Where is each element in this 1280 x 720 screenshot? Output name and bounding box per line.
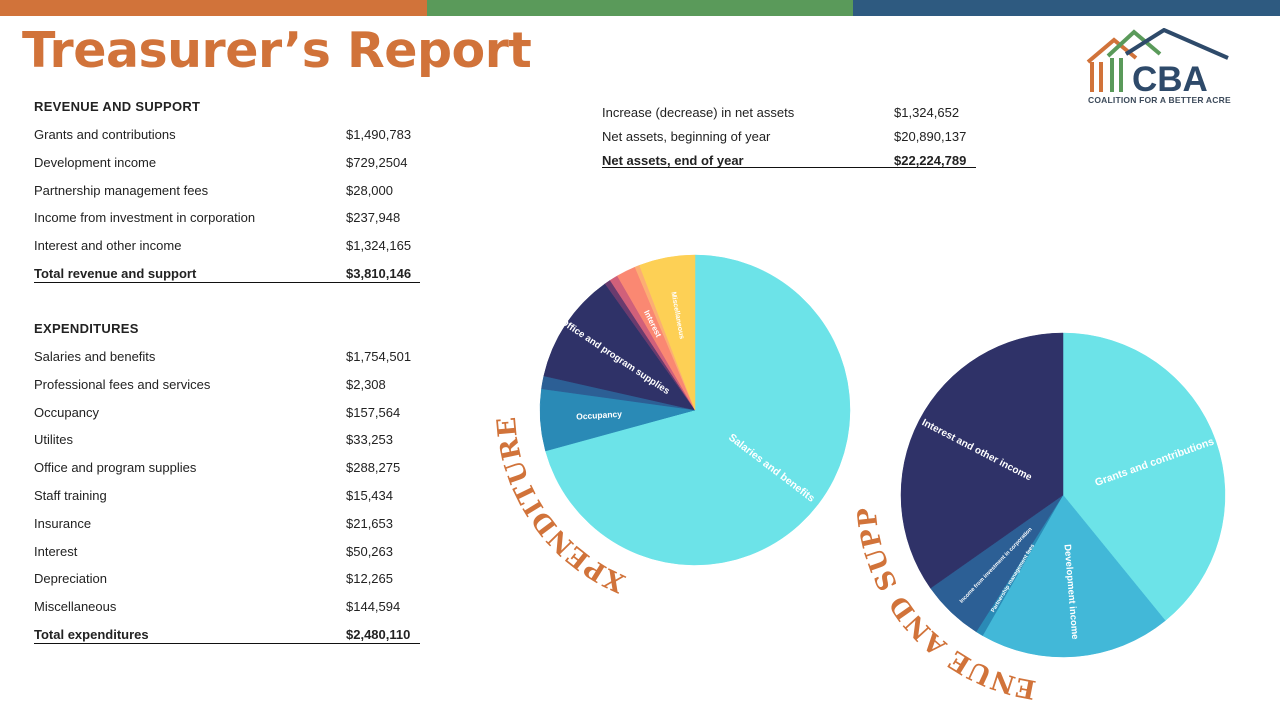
row-label: Occupancy [34,404,100,420]
total-value: $3,810,146 [346,265,412,281]
total-label: Total revenue and support [34,265,197,281]
table-row: Professional fees and services $2,308 [34,371,420,399]
row-value: $12,265 [346,571,393,587]
top-bar-navy [853,0,1280,16]
total-underline [34,642,420,644]
expenditures-total-row: Total expenditures $2,480,110 [34,621,420,649]
row-label: Salaries and benefits [34,349,156,364]
top-bar-green [426,0,854,16]
table-row: Utilites $33,253 [34,426,420,454]
logo-subtitle: COALITION FOR A BETTER ACRE [1088,95,1231,105]
row-value: $50,263 [346,543,393,559]
pie-slice-interest-and-other-income [900,332,1064,589]
row-label: Increase (decrease) in net assets [602,105,795,120]
pie-slice-development-income [982,494,1166,658]
row-label: Depreciation [34,571,107,587]
expenditures-table: EXPENDITURES Salaries and benefits $1,75… [34,315,420,649]
row-label: Interest and other income [34,238,182,254]
revenue-total-row: Total revenue and support $3,810,146 [34,260,420,288]
table-row: Salaries and benefits $1,754,501 [34,343,420,371]
row-value: $1,324,652 [894,105,960,120]
row-value: $1,324,165 [346,238,412,254]
pie-label-occupancy: Occupancy [576,409,623,422]
total-underline [34,281,420,283]
table-row: Partnership management fees $28,000 [34,177,420,205]
revenue-heading: REVENUE AND SUPPORT [34,99,201,114]
row-label: Professional fees and services [34,376,211,392]
total-underline [602,167,976,168]
row-label: Income from investment in corporation [34,210,256,226]
top-bar-orange [0,0,427,16]
row-value: $1,490,783 [346,127,412,142]
row-value: $21,653 [346,515,393,531]
row-value: $33,253 [346,432,393,448]
pie-slice-office-and-program-supplies [543,283,696,411]
row-value: $15,434 [346,487,393,503]
total-label: Net assets, end of year [602,153,744,168]
page-title: Treasurer’s Report [22,22,532,79]
expenditures-heading: EXPENDITURES [34,321,139,336]
row-label: Interest [34,543,78,559]
logo-roof-green-icon [1106,29,1162,58]
table-row: Occupancy $157,564 [34,399,420,427]
table-row: Increase (decrease) in net assets $1,324… [602,101,976,125]
net-assets-table: Increase (decrease) in net assets $1,324… [602,101,976,173]
cba-logo: CBA [1086,28,1229,99]
row-label: Miscellaneous [34,599,117,615]
total-label: Total expenditures [34,626,149,642]
table-row: Net assets, beginning of year $20,890,13… [602,125,976,149]
table-row: Insurance $21,653 [34,510,420,538]
row-label: Staff training [34,487,107,503]
table-row: Interest $50,263 [34,538,420,566]
table-row: Grants and contributions $1,490,783 [34,121,420,149]
row-value: $20,890,137 [894,129,967,144]
row-label: Office and program supplies [34,460,197,476]
row-label: Insurance [34,515,92,531]
logo-text: CBA [1132,60,1208,99]
row-value: $1,754,501 [346,349,412,364]
top-color-bar [0,0,1280,16]
row-label: Development income [34,154,157,170]
table-row: Staff training $15,434 [34,482,420,510]
row-label: Utilites [34,432,74,448]
row-value: $157,564 [346,404,401,420]
table-row: Office and program supplies $288,275 [34,454,420,482]
revenue-table: REVENUE AND SUPPORT Grants and contribut… [34,93,420,288]
row-label: Partnership management fees [34,182,209,198]
table-row: Development income $729,2504 [34,149,420,177]
row-value: $288,275 [346,460,401,476]
row-value: $144,594 [346,599,401,615]
row-value: $28,000 [346,182,393,198]
pie-slice-salaries-and-benefits [545,254,851,566]
total-value: $2,480,110 [346,626,411,642]
table-row: Interest and other income $1,324,165 [34,232,420,260]
total-value: $22,224,789 [894,153,967,168]
net-assets-total-row: Net assets, end of year $22,224,789 [602,149,976,173]
pie-slice-grants-and-contributions [1062,332,1226,621]
row-value: $237,948 [346,210,401,226]
row-value: $2,308 [346,376,386,392]
table-row: Depreciation $12,265 [34,565,420,593]
logo-roof-navy-icon [1124,28,1229,60]
row-value: $729,2504 [346,154,408,170]
row-label: Net assets, beginning of year [602,129,771,144]
row-label: Grants and contributions [34,127,176,142]
table-row: Income from investment in corporation $2… [34,204,420,232]
table-row: Miscellaneous $144,594 [34,593,420,621]
pie-slice-miscellaneous [639,254,696,411]
